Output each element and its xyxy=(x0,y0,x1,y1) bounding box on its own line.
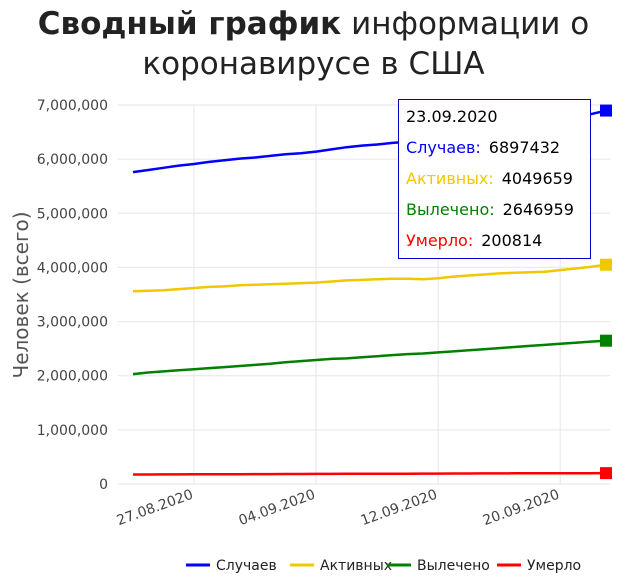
y-tick-label: 6,000,000 xyxy=(37,152,108,168)
tooltip-value-deaths: 200814 xyxy=(481,231,543,250)
legend-label-3: Умерло xyxy=(527,558,581,574)
y-tick-label: 5,000,000 xyxy=(37,206,108,222)
tooltip-date: 23.09.2020 xyxy=(406,107,498,126)
tooltip-label-deaths: Умерло: xyxy=(406,231,474,250)
chart-title: Сводный график информации о коронавирусе… xyxy=(0,4,627,84)
tooltip-row-deaths: Умерло: 200814 xyxy=(406,231,590,262)
tooltip-value-recovered: 2646959 xyxy=(502,200,574,219)
series-end-marker-0 xyxy=(600,104,612,117)
series-end-marker-2 xyxy=(600,334,612,347)
tooltip-label-active: Активных: xyxy=(406,169,494,188)
y-tick-label: 2,000,000 xyxy=(37,369,108,385)
tooltip-row-recovered: Вылечено: 2646959 xyxy=(406,200,590,231)
legend-label-1: Активных xyxy=(320,558,392,574)
y-tick-label: 1,000,000 xyxy=(37,423,108,439)
tooltip-value-cases: 6897432 xyxy=(488,138,561,157)
series-line-1 xyxy=(132,263,607,293)
chart-title-rest: информации о коронавирусе в США xyxy=(142,6,590,82)
y-axis-label: Человек (всего) xyxy=(9,211,33,378)
legend-label-0: Случаев xyxy=(216,558,277,574)
tooltip-row-cases: Случаев: 6897432 xyxy=(406,138,590,169)
x-tick-label: 12.09.2020 xyxy=(359,487,440,529)
series-line-3 xyxy=(133,471,607,476)
series-end-marker-1 xyxy=(600,258,612,271)
y-tick-label: 3,000,000 xyxy=(37,315,108,331)
series-line-2 xyxy=(132,339,607,376)
x-tick-label: 04.09.2020 xyxy=(237,487,318,529)
tooltip-label-cases: Случаев: xyxy=(406,138,481,157)
chart-title-bold: Сводный график xyxy=(37,6,342,42)
tooltip-row-active: Активных: 4049659 xyxy=(406,169,590,200)
y-tick-label: 0 xyxy=(99,477,108,493)
tooltip: 23.09.2020 Случаев: 6897432 Активных: 4049… xyxy=(398,99,591,259)
y-tick-label: 7,000,000 xyxy=(37,98,108,114)
tooltip-value-active: 4049659 xyxy=(501,169,573,188)
y-tick-label: 4,000,000 xyxy=(37,260,108,276)
series-end-marker-3 xyxy=(600,467,612,480)
legend-label-2: Вылечено xyxy=(417,558,490,574)
x-tick-label: 27.08.2020 xyxy=(115,487,196,529)
x-tick-label: 20.09.2020 xyxy=(481,487,562,529)
tooltip-label-recovered: Вылечено: xyxy=(406,200,495,219)
